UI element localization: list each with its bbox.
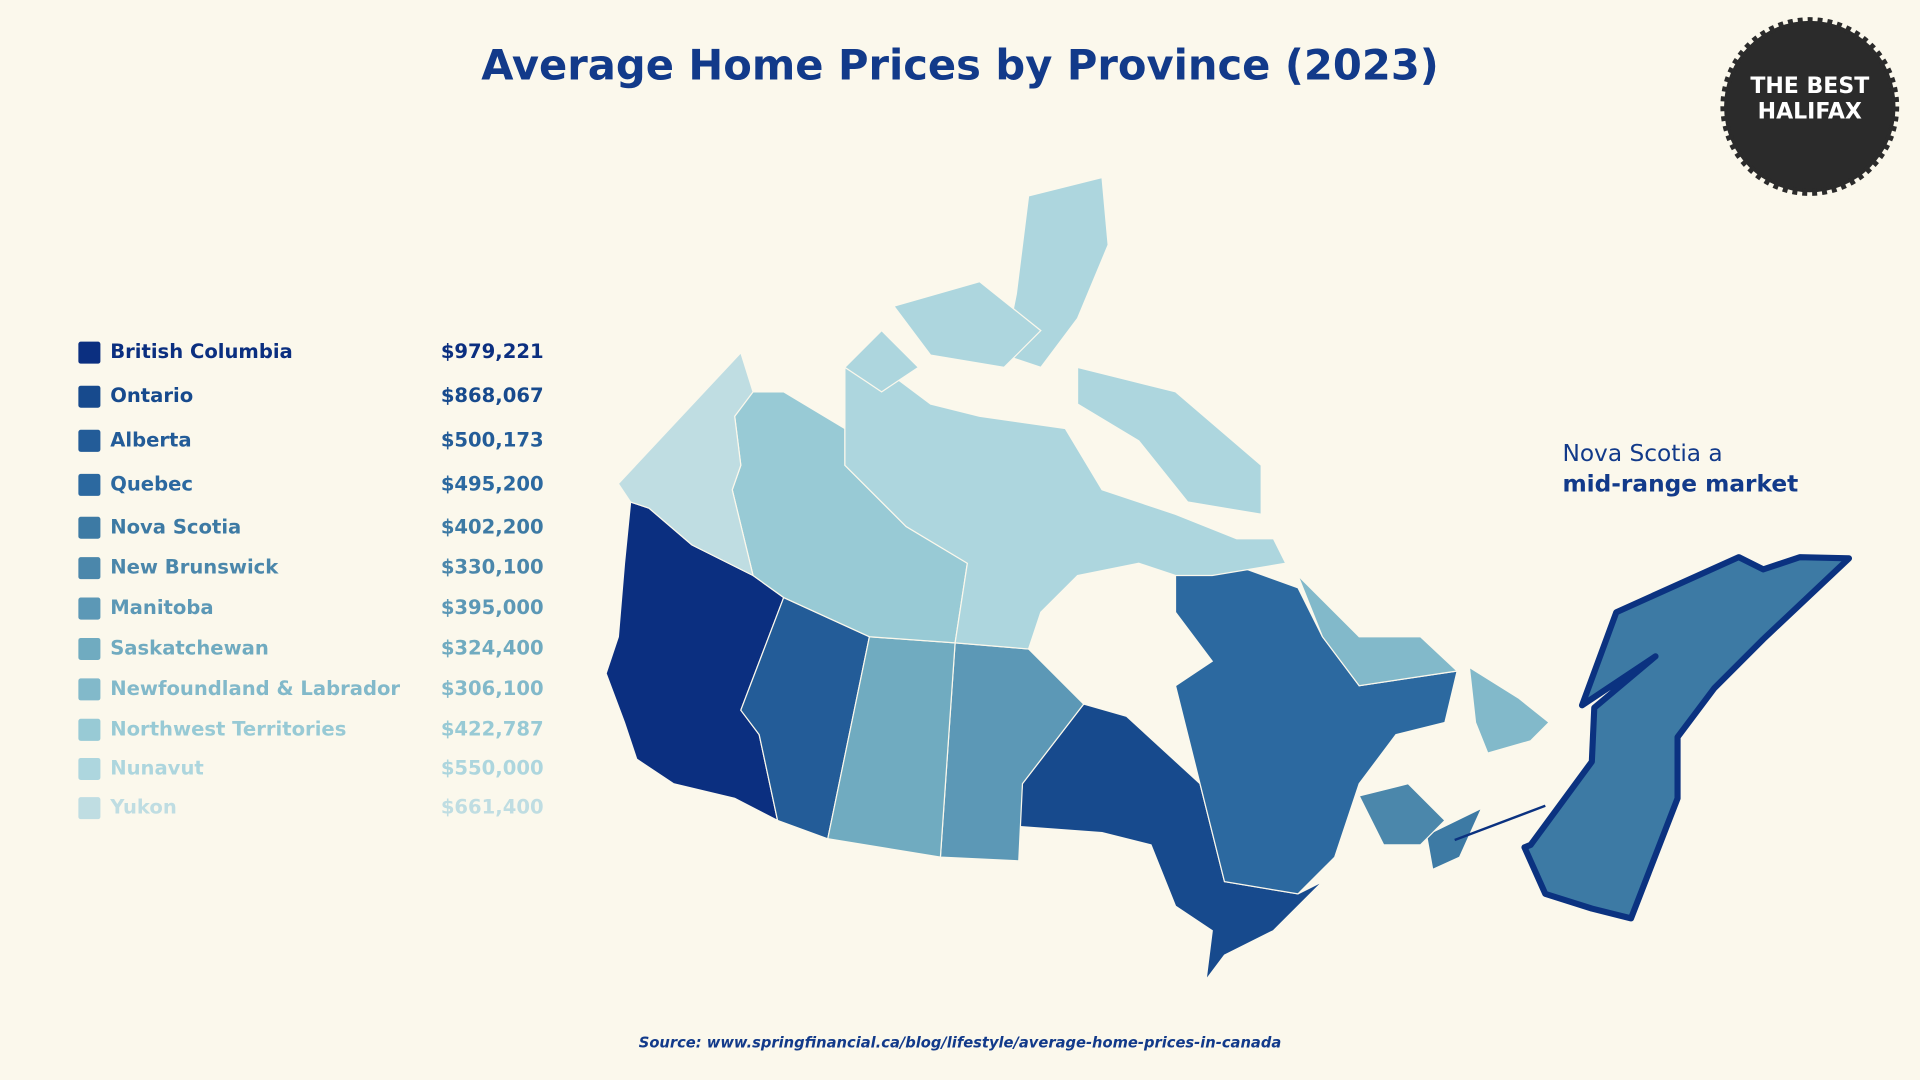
legend-swatch <box>78 637 101 660</box>
legend-price: $330,100 <box>441 556 544 579</box>
province <box>844 366 1287 650</box>
legend-price: $868,067 <box>441 384 544 407</box>
legend-name: Manitoba <box>110 596 213 619</box>
legend-price: $500,173 <box>441 428 544 451</box>
legend-price: $495,200 <box>441 472 544 495</box>
legend-swatch <box>78 797 101 820</box>
legend-swatch <box>78 473 101 496</box>
province <box>843 329 920 393</box>
legend-price: $422,787 <box>441 717 544 740</box>
province <box>1297 575 1459 687</box>
legend-name: Alberta <box>110 428 191 451</box>
province <box>1174 565 1458 895</box>
province <box>1358 782 1446 846</box>
legend-price: $979,221 <box>441 340 544 363</box>
legend-swatch <box>78 516 101 539</box>
legend-name: Newfoundland & Labrador <box>110 677 400 700</box>
legend-price: $550,000 <box>441 756 544 779</box>
legend-price: $324,400 <box>441 636 544 659</box>
province <box>892 280 1042 369</box>
logo-badge <box>1720 17 1900 196</box>
provinces <box>605 176 1550 982</box>
legend-swatch <box>78 718 101 741</box>
legend-price: $395,000 <box>441 596 544 619</box>
province <box>1003 176 1109 369</box>
logo: THE BEST HALIFAX <box>1720 17 1900 196</box>
legend-price: $661,400 <box>441 796 544 819</box>
legend-price: $402,200 <box>441 515 544 538</box>
legend-swatch <box>78 597 101 620</box>
legend-name: New Brunswick <box>110 556 279 579</box>
legend-name: Ontario <box>110 384 193 407</box>
legend-price: $306,100 <box>441 677 544 700</box>
legend-swatch <box>78 429 101 452</box>
legend-swatch <box>78 341 101 364</box>
legend-swatch <box>78 757 101 780</box>
legend-swatch <box>78 385 101 408</box>
legend-swatch <box>78 557 101 580</box>
legend-name: British Columbia <box>110 340 293 363</box>
logo-text: HALIFAX <box>1758 100 1862 125</box>
legend-name: Northwest Territories <box>110 717 346 740</box>
source: Source: www.springfinancial.ca/blog/life… <box>639 1034 1282 1051</box>
legend-name: Nunavut <box>110 756 204 779</box>
legend-name: Yukon <box>109 796 177 819</box>
legend-name: Nova Scotia <box>110 515 241 538</box>
province <box>1076 366 1262 516</box>
province <box>1468 666 1550 754</box>
nova-scotia-detail <box>1521 554 1853 922</box>
callout-text: Nova Scotia a <box>1562 440 1722 467</box>
province <box>1425 806 1483 871</box>
legend-swatch <box>78 678 101 701</box>
logo-text: THE BEST <box>1750 74 1869 99</box>
province <box>617 351 754 577</box>
callout-line <box>1454 804 1546 842</box>
legend-name: Saskatchewan <box>110 636 269 659</box>
title: Average Home Prices by Province (2023) <box>481 41 1439 90</box>
callout-text: mid-range market <box>1562 470 1798 497</box>
legend-name: Quebec <box>110 472 193 495</box>
legend: British Columbia $979,221 Ontario $868,067 A… <box>78 340 544 820</box>
